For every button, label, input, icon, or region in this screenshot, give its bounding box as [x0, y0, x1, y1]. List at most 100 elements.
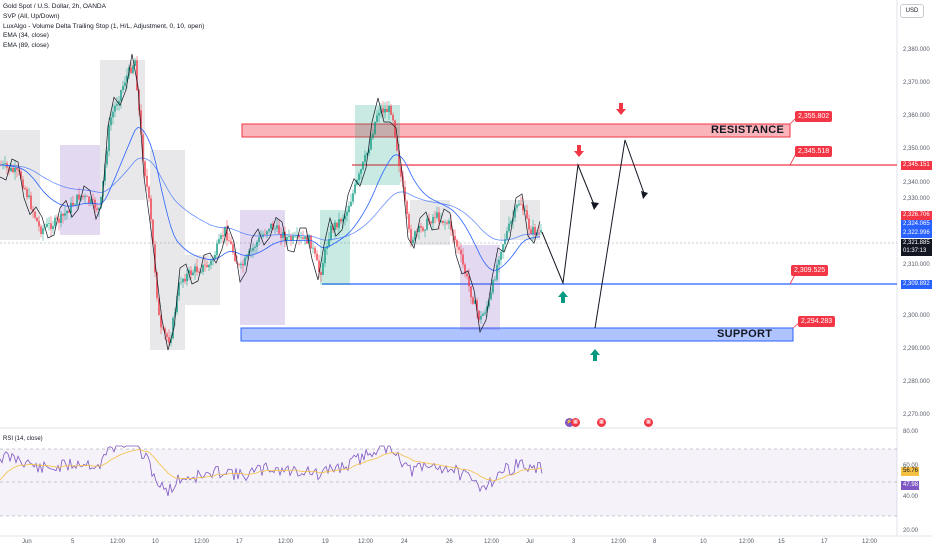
- candle-body: [158, 298, 160, 316]
- candle-body: [178, 282, 180, 296]
- symbol-title[interactable]: Gold Spot / U.S. Dollar, 2h, OANDA: [3, 3, 106, 10]
- candle-body: [302, 237, 304, 239]
- candle-body: [116, 104, 118, 106]
- candle-body: [502, 244, 504, 252]
- candle-body: [152, 219, 154, 245]
- candle-body: [276, 225, 278, 229]
- indicator-ema34[interactable]: EMA (34, close): [3, 32, 49, 40]
- currency-button[interactable]: USD: [900, 4, 924, 18]
- time-axis-label: 12:00: [862, 539, 878, 545]
- indicator-luxalgo[interactable]: LuxAlgo - Volume Delta Trailing Stop (1,…: [3, 22, 205, 30]
- time-axis-label: 10: [700, 539, 707, 545]
- rsi-band: [0, 449, 897, 516]
- candle-body: [430, 221, 432, 224]
- rsi-title[interactable]: RSI (14, close): [3, 436, 43, 442]
- candle-body: [376, 115, 378, 122]
- candle-body: [460, 249, 462, 255]
- projection-arrowhead-1: [591, 202, 599, 210]
- last-price-tag: 2,321.885: [901, 239, 932, 248]
- candle-body: [226, 226, 228, 241]
- price-axis-label: 2,270.000: [903, 412, 930, 418]
- time-axis-label: 12:00: [739, 539, 755, 545]
- candle-body: [476, 300, 478, 311]
- resistance-top-callout[interactable]: 2,355.802: [795, 111, 833, 122]
- rsi-ma-line: [0, 449, 543, 481]
- candle-body: [404, 186, 406, 202]
- up-arrow-icon: [590, 349, 600, 361]
- candle-body: [522, 204, 524, 211]
- time-axis-label: 24: [401, 539, 408, 545]
- candle-body: [266, 231, 268, 235]
- time-axis-label: 17: [821, 539, 828, 545]
- candle-body: [180, 282, 182, 283]
- candle-body: [214, 254, 216, 259]
- candle-body: [494, 279, 496, 281]
- candle-body: [84, 196, 86, 198]
- candle-body: [540, 230, 542, 233]
- candle-body: [360, 169, 362, 174]
- candle-body: [470, 286, 472, 298]
- resistance-label[interactable]: RESISTANCE: [711, 124, 785, 136]
- candle-body: [482, 313, 484, 316]
- candle-body: [218, 239, 220, 244]
- us-flag-icon[interactable]: ▦: [571, 418, 580, 427]
- time-axis-label: 10: [152, 539, 159, 545]
- candle-body: [70, 202, 72, 213]
- candle-body: [268, 228, 270, 232]
- indicator-svp[interactable]: SVP (All, Up/Down): [3, 12, 60, 20]
- candle-body: [144, 161, 146, 176]
- time-axis-label: 12:00: [110, 539, 126, 545]
- candle-body: [406, 201, 408, 215]
- candle-body: [264, 234, 266, 235]
- candle-body: [434, 217, 436, 218]
- candle-body: [254, 246, 256, 248]
- candle-body: [122, 85, 124, 91]
- candle-body: [134, 60, 136, 66]
- candle-body: [420, 226, 422, 228]
- candle-body: [438, 212, 440, 222]
- support-bottom-callout[interactable]: 2,294.283: [798, 316, 836, 327]
- candle-body: [132, 65, 134, 73]
- indicator-ema89[interactable]: EMA (89, close): [3, 42, 49, 50]
- us-flag-icon[interactable]: ▦: [644, 418, 653, 427]
- candle-body: [76, 194, 78, 205]
- candle-body: [10, 167, 12, 172]
- support-mid-callout[interactable]: 2,309.525: [791, 265, 829, 276]
- candle-body: [336, 222, 338, 228]
- price-axis-label: 2,380.000: [903, 47, 930, 53]
- resistance-mid-callout[interactable]: 2,345.518: [795, 146, 833, 157]
- price-axis-label: 2,280.000: [903, 379, 930, 385]
- trailing-stop-line: [0, 53, 541, 351]
- candle-body: [224, 226, 226, 237]
- time-axis-label: 26: [446, 539, 453, 545]
- candle-body: [146, 175, 148, 187]
- candle-body: [366, 153, 368, 155]
- candle-body: [18, 169, 20, 172]
- support-label[interactable]: SUPPORT: [717, 328, 773, 340]
- ema89-price-tag: 2,324.065: [901, 220, 932, 229]
- candle-body: [248, 251, 250, 255]
- candle-body: [450, 220, 452, 231]
- candle-body: [258, 237, 260, 242]
- down-arrow-icon: [616, 103, 626, 115]
- support-price-tag: 2,309.892: [901, 280, 932, 289]
- candle-body: [514, 207, 516, 218]
- candle-body: [424, 229, 426, 231]
- candle-body: [88, 196, 90, 203]
- candle-body: [78, 194, 80, 200]
- candle-body: [456, 240, 458, 247]
- candle-body: [294, 235, 296, 237]
- candle-body: [352, 193, 354, 202]
- candle-body: [142, 134, 144, 162]
- candle-body: [338, 219, 340, 228]
- candle-body: [244, 257, 246, 266]
- us-flag-icon[interactable]: ▦: [597, 418, 606, 427]
- time-axis-label: 5: [71, 539, 75, 545]
- event-flag-icon[interactable]: ⚡: [565, 418, 574, 427]
- candle-body: [162, 327, 164, 329]
- candle-body: [340, 219, 342, 222]
- candle-body: [28, 195, 30, 197]
- price-axis-label: 2,330.000: [903, 196, 930, 202]
- candle-body: [504, 239, 506, 245]
